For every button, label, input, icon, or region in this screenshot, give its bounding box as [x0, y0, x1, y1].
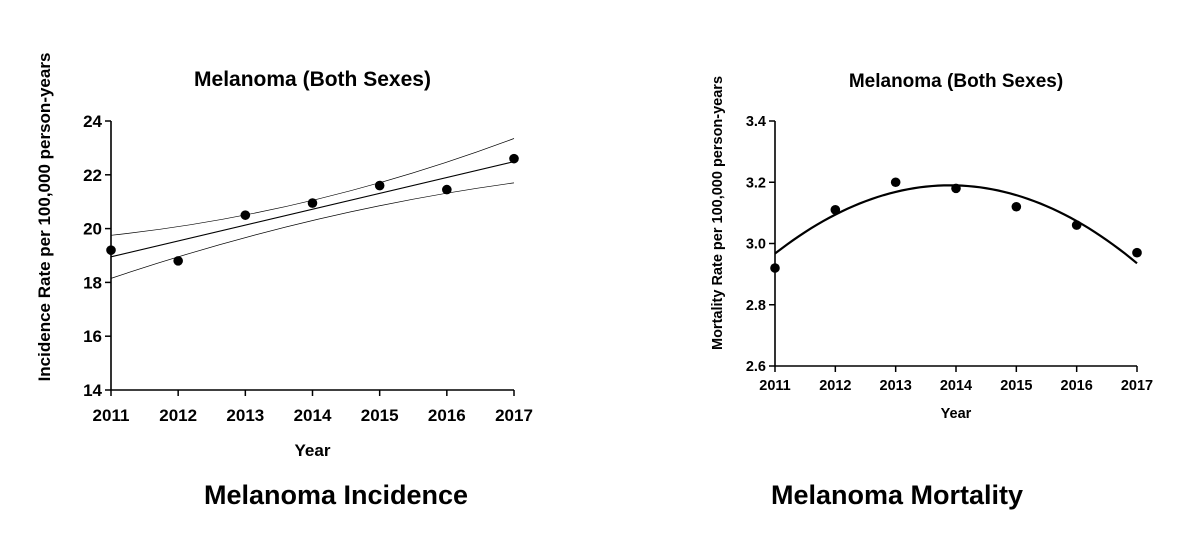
data-point — [830, 205, 841, 215]
y-tick-label: 3.2 — [746, 175, 766, 191]
data-point — [951, 183, 961, 194]
data-point — [106, 245, 116, 255]
x-tick-label: 2014 — [940, 378, 972, 394]
regression-line — [110, 161, 515, 258]
confidence-band-lower — [110, 182, 515, 279]
y-tick-label: 18 — [83, 273, 102, 292]
x-tick-label: 2017 — [1121, 378, 1153, 394]
data-point — [442, 184, 452, 195]
x-tick-label: 2012 — [159, 406, 197, 425]
y-tick-label: 3.4 — [746, 114, 766, 130]
y-tick-label: 20 — [83, 220, 102, 239]
data-point — [1011, 201, 1022, 212]
y-tick-label: 14 — [83, 381, 102, 400]
mortality-caption: Melanoma Mortality — [770, 480, 1024, 510]
x-tick-label: 2011 — [93, 406, 130, 425]
data-point — [890, 177, 901, 188]
x-axis-label: Year — [295, 441, 331, 460]
x-tick-label: 2014 — [294, 406, 332, 425]
y-tick-label: 3.0 — [746, 237, 766, 253]
data-point — [374, 180, 385, 191]
chart-title: Melanoma (Both Sexes) — [849, 71, 1063, 92]
data-point — [770, 263, 780, 273]
x-tick-label: 2013 — [880, 378, 912, 394]
x-tick-label: 2013 — [226, 406, 264, 425]
incidence-chart: Melanoma (Both Sexes)2011 2012 2013 2014 201… — [35, 53, 533, 460]
y-axis-label: Incidence Rate per 100,000 person-years — [35, 53, 54, 382]
x-tick-label: 2016 — [428, 406, 466, 425]
data-point — [1132, 247, 1142, 258]
y-tick-label: 2.8 — [746, 298, 766, 314]
data-point — [509, 153, 519, 164]
data-point — [1071, 220, 1082, 230]
x-tick-label: 2012 — [819, 378, 851, 394]
quadratic-fit-curve — [774, 184, 1138, 265]
incidence-chart-panel: Melanoma (Both Sexes) 2011 2012 2013 2014 201… — [35, 53, 533, 510]
mortality-chart: Melanoma (Both Sexes) 2011 2012 2013 2014 201… — [710, 71, 1153, 422]
chart-title: Melanoma (Both Sexes) — [194, 68, 431, 91]
mortality-chart-panel: Melanoma (Both Sexes) 2011 2012 2013 2014 201… — [600, 0, 1200, 557]
y-tick-label: 2.6 — [746, 359, 766, 375]
x-tick-label: 2015 — [361, 406, 399, 425]
y-tick-label: 22 — [83, 166, 102, 185]
data-point — [173, 256, 183, 266]
x-tick-label: 2017 — [495, 406, 533, 425]
y-axis-label: Mortality Rate per 100,000 person-years — [710, 76, 726, 350]
x-tick-label: 2016 — [1061, 378, 1093, 394]
data-point — [307, 198, 318, 208]
x-axis-label: Year — [941, 406, 972, 422]
y-tick-label: 24 — [83, 112, 102, 131]
x-tick-label: 2015 — [1000, 378, 1032, 394]
y-tick-label: 16 — [83, 327, 102, 346]
x-tick-label: 2011 — [759, 378, 790, 394]
data-point — [240, 210, 251, 220]
incidence-caption: Melanoma Incidence — [203, 480, 469, 510]
